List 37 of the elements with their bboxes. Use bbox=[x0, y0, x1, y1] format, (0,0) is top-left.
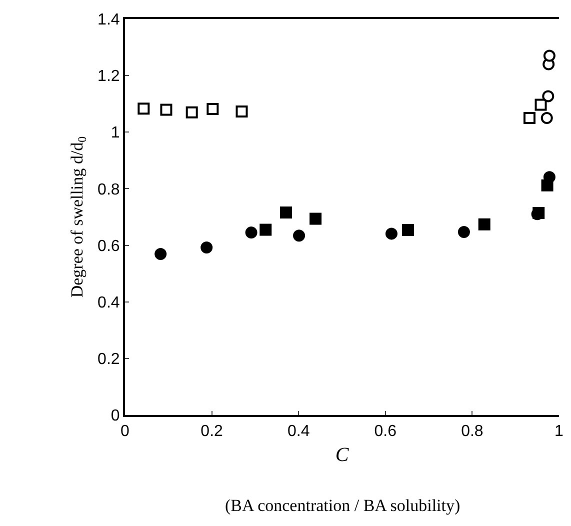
point bbox=[138, 102, 150, 115]
point bbox=[458, 226, 470, 238]
x-tick-label: 0.4 bbox=[287, 423, 310, 440]
point bbox=[186, 106, 198, 118]
x-tick-label: 0.2 bbox=[200, 423, 224, 440]
point bbox=[154, 248, 167, 260]
y-tick-label: 1.4 bbox=[98, 12, 120, 29]
point bbox=[200, 242, 213, 254]
x-tick-label: 1 bbox=[554, 423, 564, 440]
point bbox=[478, 218, 490, 230]
point bbox=[310, 212, 322, 225]
point bbox=[543, 171, 556, 184]
point bbox=[385, 228, 398, 240]
point bbox=[160, 104, 172, 116]
y-tick-label: 0 bbox=[110, 408, 120, 425]
point bbox=[293, 230, 306, 242]
point bbox=[543, 50, 556, 62]
point bbox=[523, 112, 536, 124]
point bbox=[260, 224, 272, 236]
y-tick-label: 1.2 bbox=[98, 68, 120, 86]
point bbox=[542, 90, 554, 102]
y-tick-label: 0.8 bbox=[98, 181, 120, 198]
text: (BA concentration / BA solubility) bbox=[225, 496, 460, 515]
point bbox=[534, 98, 547, 111]
point bbox=[236, 105, 248, 118]
point bbox=[540, 112, 553, 124]
point bbox=[402, 224, 414, 236]
y-tick-label: 0.6 bbox=[98, 238, 120, 255]
y-tick-label: 1 bbox=[110, 124, 120, 142]
x-axis-title: C bbox=[335, 444, 350, 466]
x-tick-label: 0.8 bbox=[461, 423, 484, 440]
point bbox=[245, 226, 258, 239]
point bbox=[206, 102, 219, 115]
y-tick-label: 0.2 bbox=[98, 351, 120, 368]
x-tick-label: 0.6 bbox=[374, 423, 397, 440]
point bbox=[280, 206, 292, 218]
y-tick-label: 0.4 bbox=[98, 294, 120, 312]
